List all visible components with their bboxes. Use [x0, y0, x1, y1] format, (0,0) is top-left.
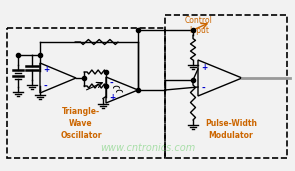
Text: Control
Input: Control Input: [185, 16, 213, 35]
Text: -: -: [201, 83, 205, 93]
Text: +: +: [43, 65, 49, 75]
Bar: [7, 28, 165, 158]
Text: +: +: [109, 93, 115, 102]
Text: -: -: [109, 78, 113, 88]
Text: www.cntronics.com: www.cntronics.com: [100, 143, 196, 153]
Bar: [165, 15, 287, 158]
Text: +: +: [201, 63, 207, 73]
Text: -: -: [43, 82, 47, 90]
Text: Triangle-
Wave
Oscillator: Triangle- Wave Oscillator: [60, 107, 102, 140]
Text: Pulse-Width
Modulator: Pulse-Width Modulator: [205, 119, 257, 140]
